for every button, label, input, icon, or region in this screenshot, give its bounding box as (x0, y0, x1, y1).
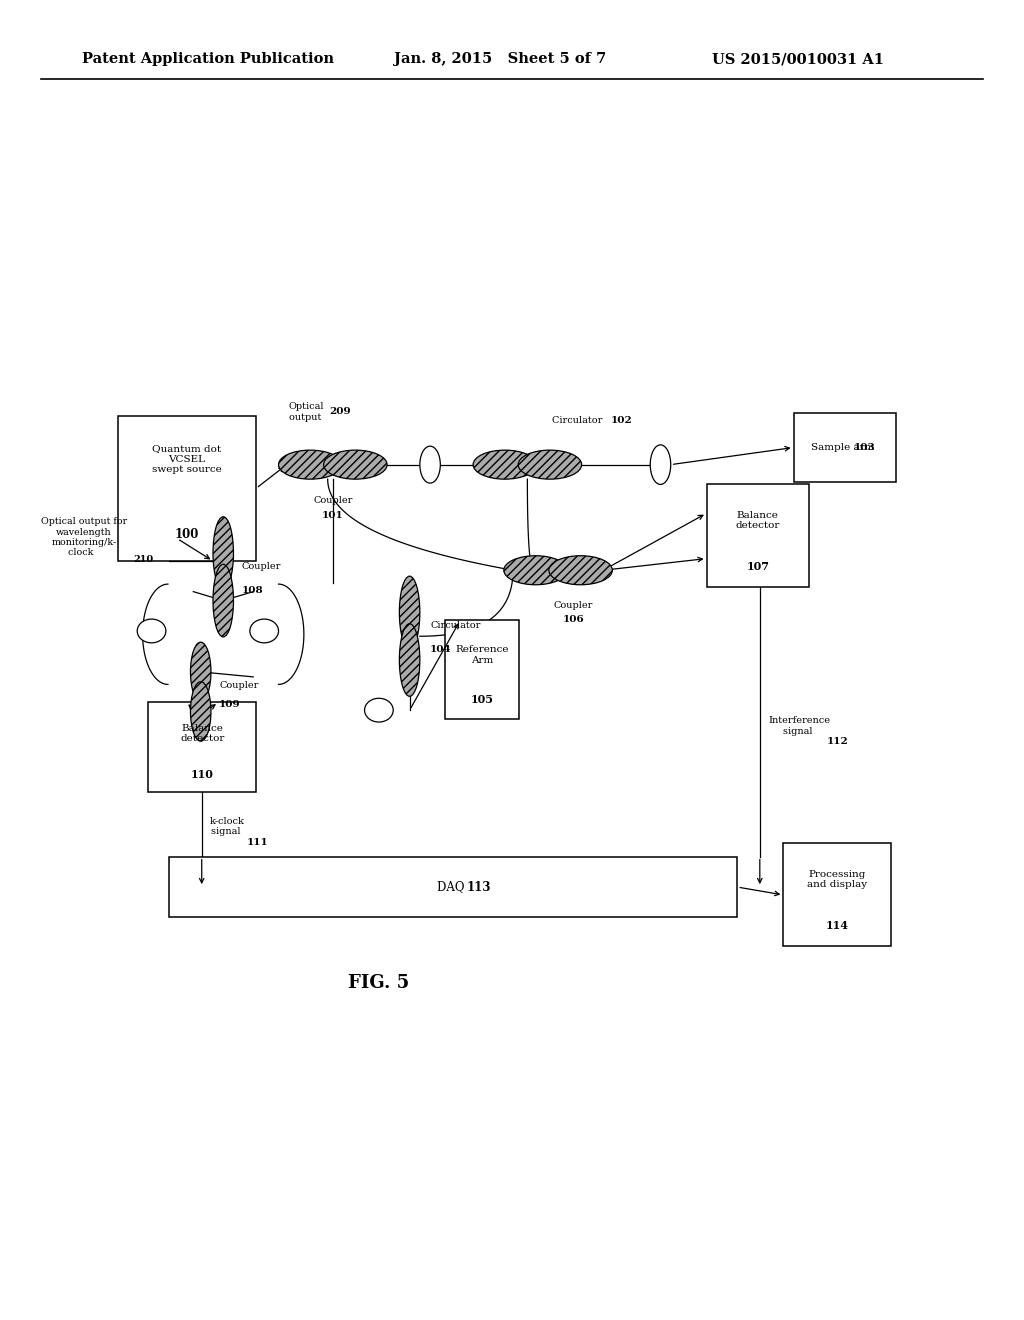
Text: 103: 103 (853, 444, 876, 451)
Text: 111: 111 (247, 838, 268, 846)
Text: Processing
and display: Processing and display (807, 870, 867, 890)
Text: 102: 102 (610, 416, 633, 425)
Ellipse shape (399, 624, 420, 697)
Text: 209: 209 (330, 408, 351, 416)
Text: Reference
Arm: Reference Arm (456, 645, 509, 665)
Text: Coupler: Coupler (554, 601, 593, 610)
FancyBboxPatch shape (148, 702, 256, 792)
Text: Coupler: Coupler (242, 562, 281, 570)
Ellipse shape (504, 556, 567, 585)
FancyBboxPatch shape (783, 843, 891, 946)
Text: k-clock
signal: k-clock signal (210, 817, 245, 836)
FancyBboxPatch shape (445, 620, 519, 719)
Text: 106: 106 (562, 615, 585, 624)
Text: 114: 114 (825, 920, 849, 932)
FancyBboxPatch shape (794, 413, 896, 482)
Text: 101: 101 (322, 511, 344, 520)
Ellipse shape (549, 556, 612, 585)
Text: 109: 109 (219, 701, 241, 709)
Text: Optical
output: Optical output (289, 403, 325, 421)
Text: Circulator: Circulator (430, 622, 480, 630)
Text: 108: 108 (242, 586, 263, 594)
Text: US 2015/0010031 A1: US 2015/0010031 A1 (712, 53, 884, 66)
FancyBboxPatch shape (707, 484, 809, 587)
Text: 110: 110 (190, 768, 214, 780)
Text: Balance
detector: Balance detector (180, 723, 224, 743)
Text: 105: 105 (471, 694, 494, 705)
Ellipse shape (190, 681, 211, 742)
Ellipse shape (213, 565, 233, 638)
Ellipse shape (399, 576, 420, 648)
Text: 210: 210 (133, 556, 154, 564)
Ellipse shape (250, 619, 279, 643)
Ellipse shape (650, 445, 671, 484)
Ellipse shape (137, 619, 166, 643)
Ellipse shape (473, 450, 537, 479)
Text: DAQ: DAQ (437, 880, 469, 894)
Text: Jan. 8, 2015   Sheet 5 of 7: Jan. 8, 2015 Sheet 5 of 7 (394, 53, 606, 66)
Ellipse shape (365, 698, 393, 722)
Ellipse shape (518, 450, 582, 479)
Text: Patent Application Publication: Patent Application Publication (82, 53, 334, 66)
Text: Sample arm: Sample arm (811, 444, 879, 451)
Text: 104: 104 (430, 645, 452, 653)
Ellipse shape (420, 446, 440, 483)
FancyBboxPatch shape (118, 416, 256, 561)
Text: Quantum dot
VCSEL
swept source: Quantum dot VCSEL swept source (152, 445, 222, 474)
Text: 112: 112 (826, 738, 848, 746)
Text: 100: 100 (175, 528, 199, 541)
Ellipse shape (213, 517, 233, 589)
Text: 107: 107 (746, 561, 769, 573)
Text: Interference
signal: Interference signal (768, 717, 830, 735)
Text: Circulator: Circulator (552, 416, 605, 425)
Ellipse shape (190, 642, 211, 702)
Text: Coupler: Coupler (313, 496, 352, 506)
Ellipse shape (324, 450, 387, 479)
Ellipse shape (279, 450, 342, 479)
Text: FIG. 5: FIG. 5 (348, 974, 410, 993)
FancyBboxPatch shape (169, 857, 737, 917)
Text: Optical output for
wavelength
monitoring/k-
clock: Optical output for wavelength monitoring… (41, 517, 127, 557)
Text: Balance
detector: Balance detector (735, 511, 780, 531)
Text: Coupler: Coupler (219, 681, 258, 689)
Text: 113: 113 (467, 880, 490, 894)
